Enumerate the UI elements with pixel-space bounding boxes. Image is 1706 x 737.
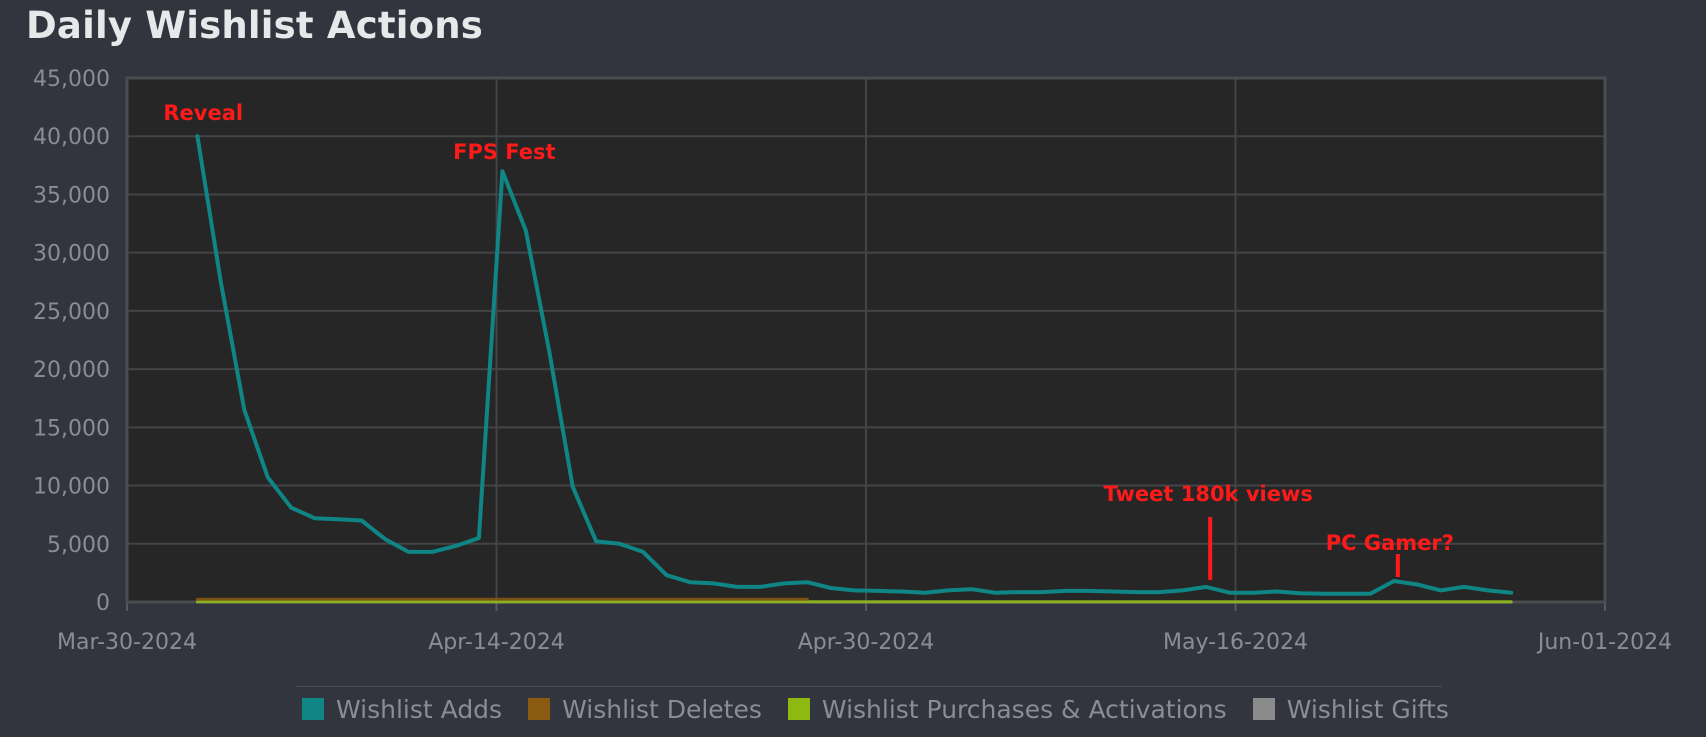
annotation-pc-gamer: PC Gamer?	[1326, 531, 1454, 555]
legend-swatch-wishlist-gifts	[1252, 698, 1275, 720]
legend-item-wishlist-deletes[interactable]: Wishlist Deletes	[528, 695, 762, 724]
legend-swatch-wishlist-deletes	[528, 698, 551, 720]
legend-item-wishlist-gifts[interactable]: Wishlist Gifts	[1252, 694, 1449, 724]
x-tick-label: Jun-01-2024	[1536, 630, 1672, 655]
annotation-fps-fest: FPS Fest	[453, 140, 555, 164]
legend-label: Wishlist Gifts	[1286, 694, 1449, 724]
legend-label: Wishlist Purchases & Activations	[821, 694, 1227, 724]
x-tick-label: Mar-30-2024	[57, 630, 197, 655]
y-tick-label: 20,000	[33, 358, 110, 383]
y-tick-label: 25,000	[33, 300, 110, 325]
x-tick-label: Apr-14-2024	[428, 630, 565, 655]
y-tick-label: 45,000	[33, 67, 110, 92]
y-tick-label: 30,000	[33, 242, 110, 267]
y-tick-label: 40,000	[33, 125, 110, 150]
chart-legend: Wishlist Adds Wishlist Deletes Wishlist …	[296, 686, 1449, 731]
annotation-tweet: Tweet 180k views	[1103, 482, 1312, 506]
y-tick-label: 15,000	[33, 416, 110, 441]
legend-swatch-wishlist-adds	[302, 698, 324, 720]
y-tick-label: 5,000	[47, 533, 110, 558]
legend-item-wishlist-adds[interactable]: Wishlist Adds	[302, 695, 502, 724]
y-tick-label: 0	[96, 591, 110, 616]
legend-item-wishlist-purchases[interactable]: Wishlist Purchases & Activations	[787, 694, 1227, 724]
annotation-reveal: Reveal	[163, 101, 243, 125]
y-tick-label: 10,000	[33, 475, 110, 500]
y-tick-label: 35,000	[33, 183, 110, 208]
series-line-wishlist-adds	[195, 134, 1514, 596]
line-chart: 0 5,000 10,000 15,000 20,000 25,000 30,000 35,0…	[33, 67, 1672, 655]
chart-title: Daily Wishlist Actions	[26, 4, 483, 47]
x-tick-label: Apr-30-2024	[798, 630, 935, 655]
legend-label: Wishlist Adds	[336, 694, 503, 724]
legend-swatch-wishlist-purchases	[787, 698, 810, 720]
legend-label: Wishlist Deletes	[562, 694, 762, 724]
x-tick-label: May-16-2024	[1163, 630, 1308, 655]
